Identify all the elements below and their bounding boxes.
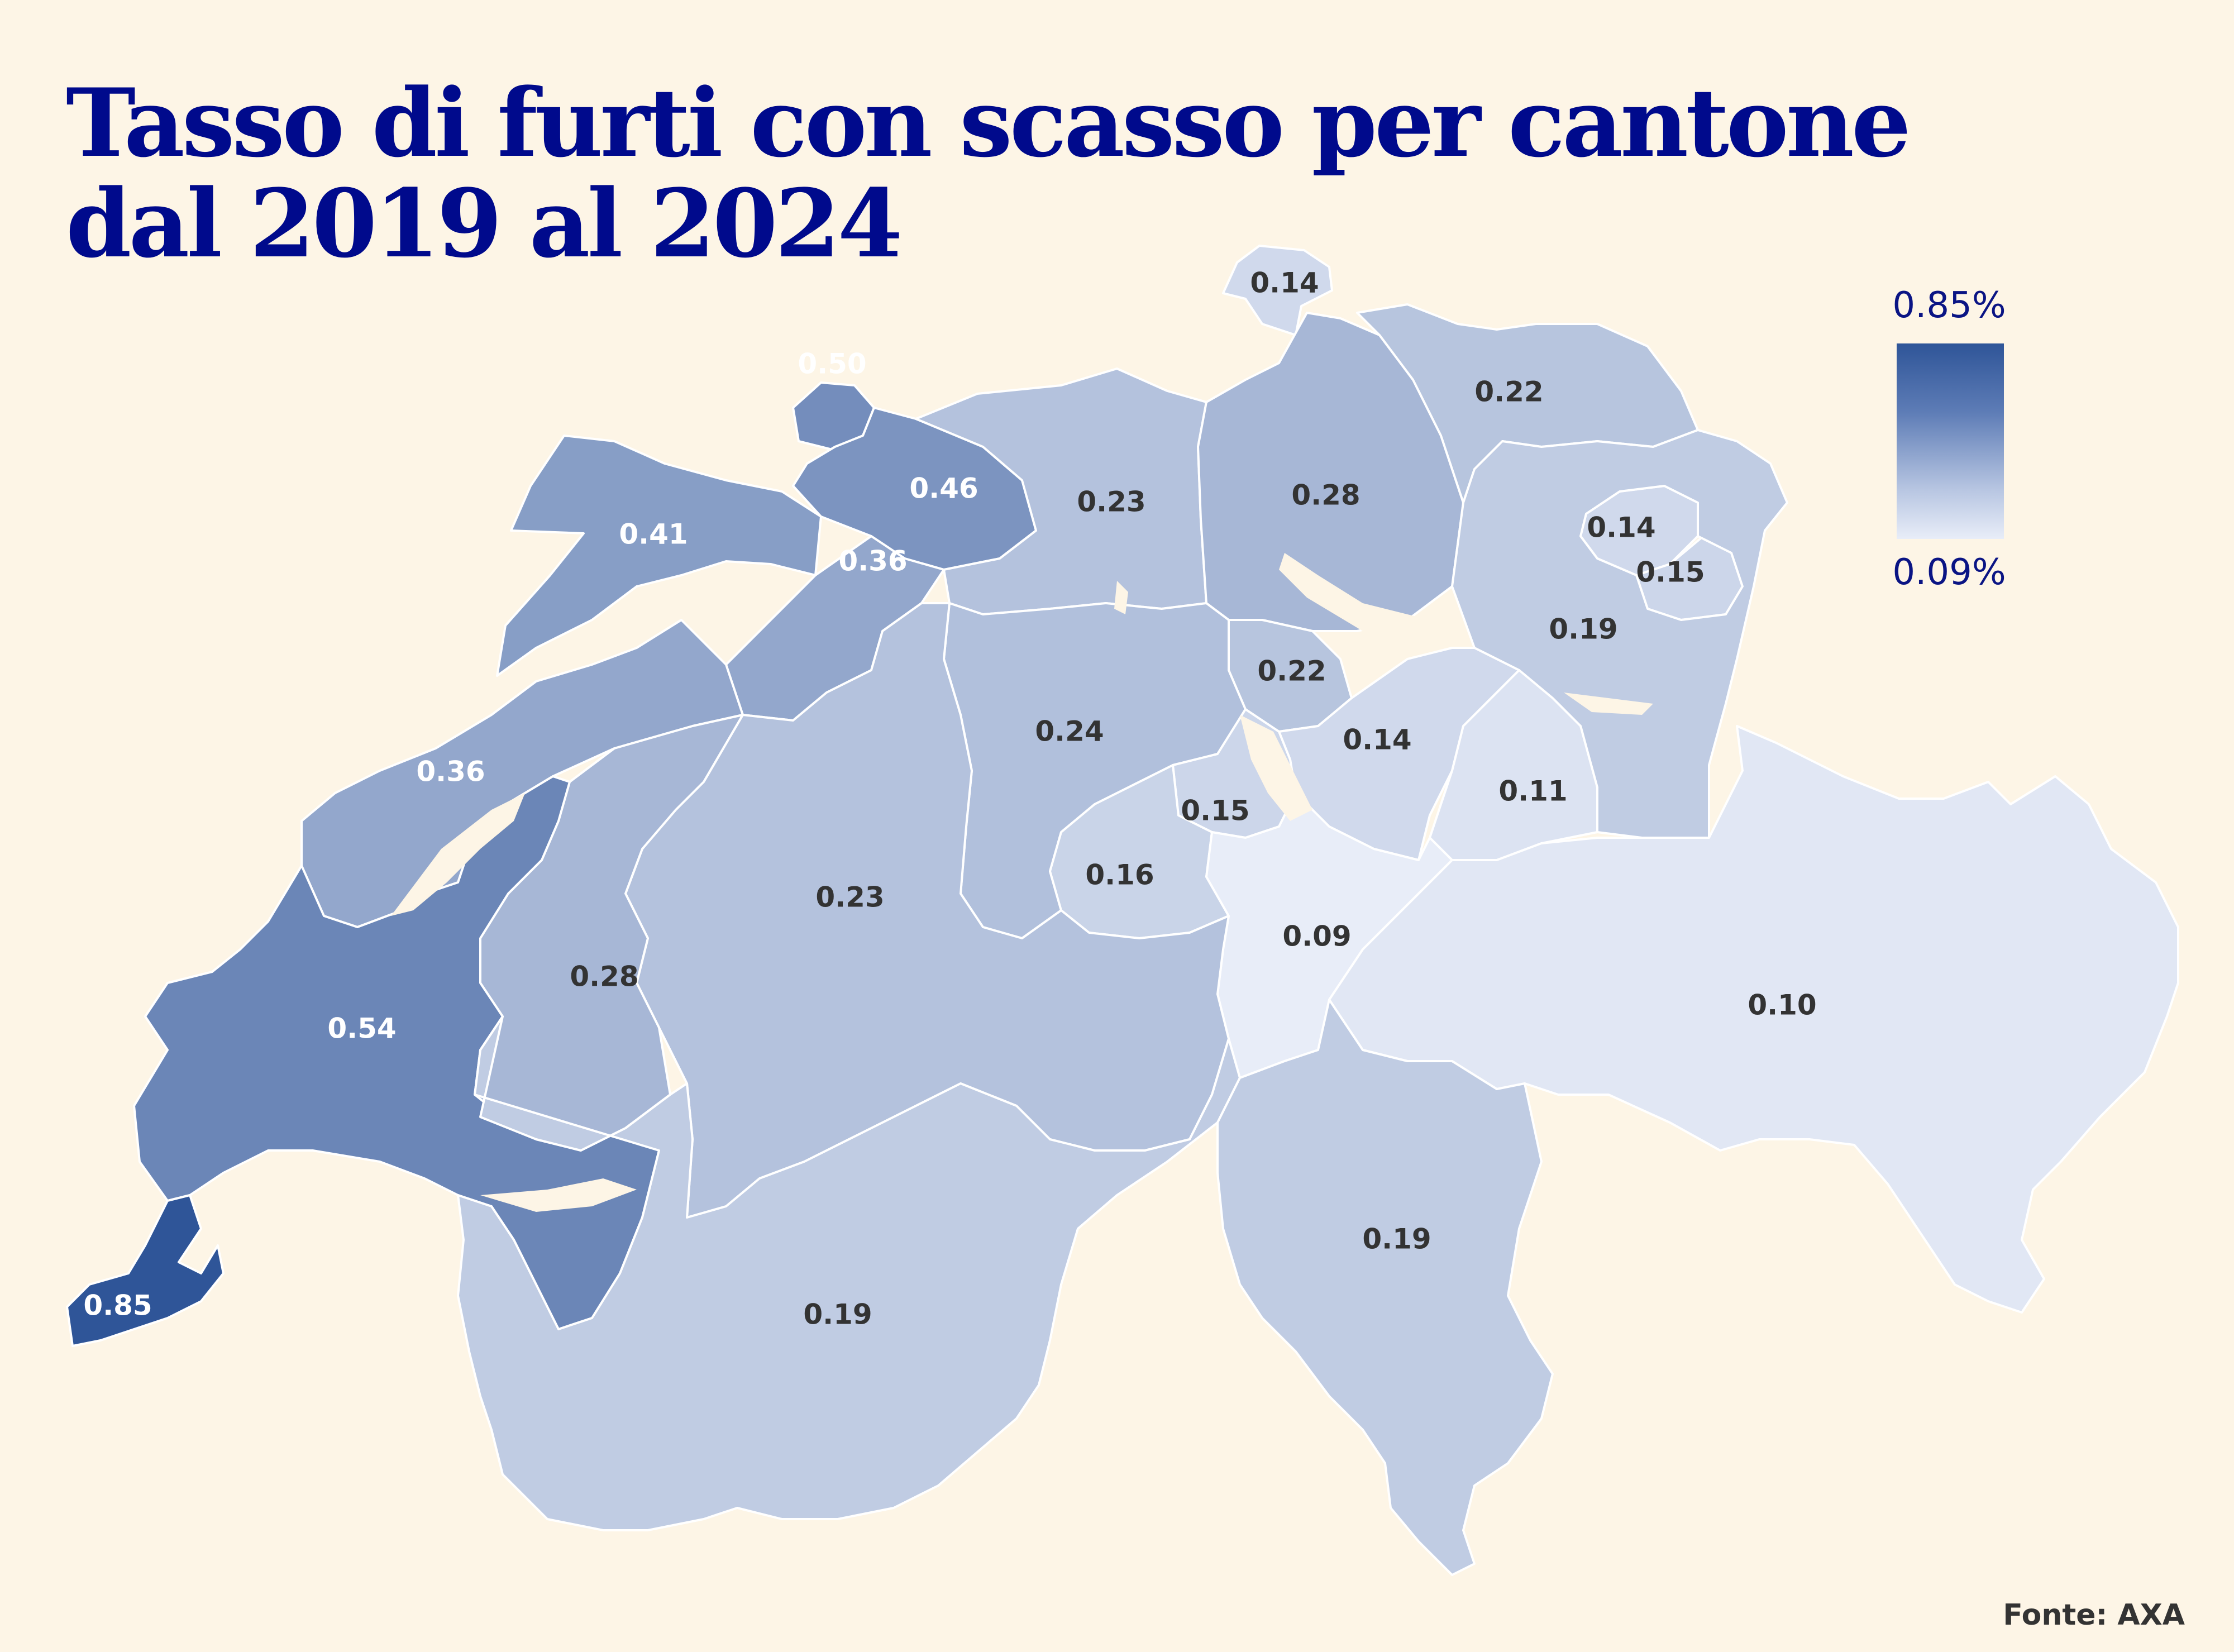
value-label: 0.46	[909, 472, 978, 505]
region-glarus	[1429, 669, 1598, 861]
value-label: 0.54	[327, 1013, 396, 1045]
value-label: 0.19	[1549, 613, 1617, 646]
region-valais	[457, 1015, 1241, 1531]
value-label: 0.23	[1077, 486, 1145, 518]
title-line-1: Tasso di furti con scasso per cantone	[66, 68, 1911, 178]
lakes-layer	[391, 553, 1653, 1212]
value-label: 0.15	[1181, 795, 1249, 827]
value-label: 0.19	[803, 1298, 872, 1331]
value-label: 0.22	[1474, 376, 1543, 408]
region-schaffhausen	[1222, 245, 1333, 336]
value-label: 0.41	[619, 518, 688, 551]
value-label: 0.10	[1748, 989, 1816, 1021]
value-label: 0.19	[1362, 1223, 1431, 1255]
region-jura	[496, 435, 822, 677]
value-label: 0.22	[1257, 655, 1326, 687]
value-label: 0.14	[1250, 267, 1319, 299]
value-label: 0.28	[570, 961, 638, 993]
value-label: 0.11	[1498, 775, 1567, 808]
region-st-gallen	[1451, 429, 1788, 839]
value-label: 0.24	[1035, 715, 1104, 748]
region-ticino	[1216, 999, 1554, 1576]
value-label: 0.36	[416, 756, 485, 788]
value-label: 0.15	[1636, 556, 1705, 589]
title-line-2: dal 2019 al 2024	[66, 168, 903, 279]
value-label: 0.28	[1291, 479, 1360, 512]
value-label: 0.14	[1587, 512, 1655, 544]
value-label: 0.50	[798, 348, 866, 380]
value-label: 0.85	[83, 1290, 152, 1322]
map-title: Tasso di furti con scasso per cantone da…	[66, 73, 1965, 274]
value-label: 0.09	[1282, 920, 1351, 953]
value-label: 0.14	[1343, 724, 1411, 756]
legend-min-label: 0.09%	[1892, 552, 2006, 593]
value-label: 0.36	[838, 545, 907, 577]
source-note: Fonte: AXA	[2003, 1598, 2185, 1632]
legend-gradient-bar	[1897, 343, 2004, 539]
value-label: 0.23	[815, 881, 884, 914]
region-gen-ve	[66, 1194, 225, 1347]
value-label: 0.16	[1085, 859, 1154, 891]
legend-max-label: 0.85%	[1892, 285, 2006, 326]
